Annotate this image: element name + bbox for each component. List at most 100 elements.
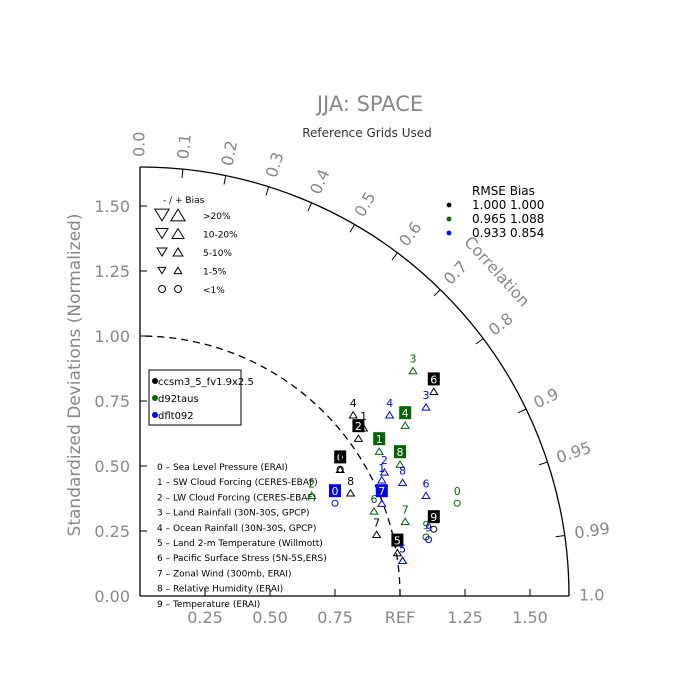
data-point-box — [373, 432, 386, 446]
data-point-circle-icon — [425, 536, 433, 544]
data-point: 9 — [427, 510, 440, 533]
data-point: 6 — [421, 477, 431, 500]
corr-tick — [391, 252, 398, 261]
data-point: 6 — [369, 493, 379, 515]
bias-legend-range: >20% — [203, 212, 231, 222]
data-point-triangle-icon — [374, 447, 384, 455]
data-point-label: 1 — [376, 433, 383, 446]
data-point-triangle-icon — [429, 387, 439, 396]
bias-circle-icon — [174, 285, 182, 293]
data-point-triangle-icon — [353, 434, 364, 442]
x-tick-label: 0.50 — [252, 608, 288, 627]
bias-up-icon — [169, 208, 187, 222]
case-legend-dot — [152, 378, 158, 384]
data-point-label: 2 — [355, 420, 362, 433]
data-point-label: 1 — [360, 410, 367, 423]
variable-list-item: 4 – Ocean Rainfall (30N-30S, GPCP) — [157, 524, 316, 534]
data-point-triangle-icon — [384, 410, 395, 419]
corr-tick — [555, 534, 565, 538]
chart-subtitle: Reference Grids Used — [302, 126, 432, 140]
data-point-triangle-icon — [371, 530, 382, 539]
rmse-value: 0.933 — [472, 226, 506, 240]
variable-list-item: 0 – Sea Level Pressure (ERAI) — [157, 463, 288, 473]
data-point-label: 9 — [425, 522, 432, 535]
case-legend-name: ccsm3_5_fv1.9x2.5 — [158, 377, 254, 388]
data-point-label: 7 — [378, 485, 385, 498]
corr-tick — [223, 175, 227, 185]
data-point-label: 2 — [381, 454, 388, 467]
corr-tick-label: 0.5 — [350, 189, 379, 221]
bias-down-icon — [156, 247, 168, 258]
data-point-label: 3 — [337, 451, 344, 464]
data-point: 0 — [329, 484, 341, 507]
bias-value: 0.854 — [510, 226, 544, 240]
data-point-label: 8 — [397, 446, 404, 459]
data-point: 2 — [352, 419, 365, 442]
data-point-triangle-icon — [397, 556, 408, 565]
data-point-triangle-icon — [345, 488, 356, 497]
variable-list-item: 1 – SW Cloud Forcing (CERES-EBAF) — [157, 478, 318, 488]
data-point-circle-icon — [331, 499, 339, 507]
corr-tick-label: 0.8 — [485, 309, 517, 339]
data-point-label: 4 — [350, 397, 357, 410]
data-point: 2 — [306, 477, 317, 500]
case-legend-box — [148, 369, 242, 426]
diagram-frame — [139, 166, 570, 597]
variable-list: 0 – Sea Level Pressure (ERAI) 1 – SW Clou… — [157, 463, 327, 610]
corr-tick-label: 0.3 — [262, 150, 288, 180]
rmse-legend-dot — [446, 202, 452, 208]
y-tick-label: 0.75 — [94, 392, 130, 411]
corr-tick-label: 0.0 — [130, 132, 149, 157]
corr-tick — [433, 289, 441, 297]
data-point-triangle-icon — [421, 491, 431, 500]
y-tick-label: 1.00 — [94, 327, 130, 346]
y-tick-label: 0.50 — [94, 457, 130, 476]
bias-up-icon — [172, 246, 184, 257]
chart-title: JJA: SPACE — [315, 92, 423, 116]
data-point: 1 — [377, 462, 387, 484]
data-point-triangle-icon — [335, 465, 345, 474]
data-point-label: 0 — [337, 451, 344, 464]
bias-up-icon — [171, 227, 185, 239]
corr-tick — [307, 202, 313, 212]
bias-legend-header: - / + Bias — [163, 196, 205, 206]
data-point-label: 4 — [402, 407, 409, 420]
y-tick-label: 0.00 — [94, 587, 130, 606]
data-point: 2 — [379, 454, 390, 476]
bias-up-icon — [173, 266, 183, 275]
bias-down-icon — [155, 228, 169, 240]
bias-legend-range: 1-5% — [203, 268, 227, 278]
data-point-box — [352, 419, 365, 433]
bias-legend-range: 5-10% — [203, 249, 232, 259]
data-point-label: 6 — [430, 373, 437, 386]
correlation-axis-label: Correlation — [460, 232, 533, 310]
data-point-circle-icon — [430, 525, 438, 533]
data-point-label: 5 — [399, 542, 406, 555]
data-point-circle-icon — [453, 499, 461, 507]
corr-tick-label: 0.6 — [395, 218, 425, 250]
data-point: 7 — [375, 484, 388, 507]
x-tick-label: 1.50 — [512, 608, 548, 627]
data-point: 4 — [348, 397, 358, 419]
data-point: 1 — [373, 432, 386, 455]
data-point-label: 2 — [308, 477, 315, 490]
variable-list-item: 9 – Temperature (ERAI) — [157, 600, 260, 610]
data-point-label: 6 — [371, 493, 378, 506]
bias-down-icon — [153, 208, 171, 222]
y-tick-label: 1.25 — [94, 262, 130, 281]
outer-arc — [139, 166, 570, 597]
x-tick-label: 1.25 — [447, 608, 483, 627]
corr-tick-label: 0.95 — [554, 438, 594, 467]
bias-circle-icon — [158, 285, 166, 293]
data-point-label: 1 — [378, 462, 385, 475]
data-point-box — [394, 445, 406, 459]
data-point: 5 — [391, 533, 404, 557]
data-point: 0 — [453, 485, 461, 507]
rmse-value: 1.000 — [472, 198, 506, 212]
data-point-triangle-icon — [408, 366, 418, 375]
bias-legend: - / + Bias >20% 10-20% 5-10% 1-5% <1% — [153, 196, 238, 296]
variable-list-item: 3 – Land Rainfall (30N-30S, GPCP) — [157, 509, 310, 519]
data-point-triangle-icon — [395, 460, 405, 468]
bias-value: 1.088 — [510, 212, 544, 226]
